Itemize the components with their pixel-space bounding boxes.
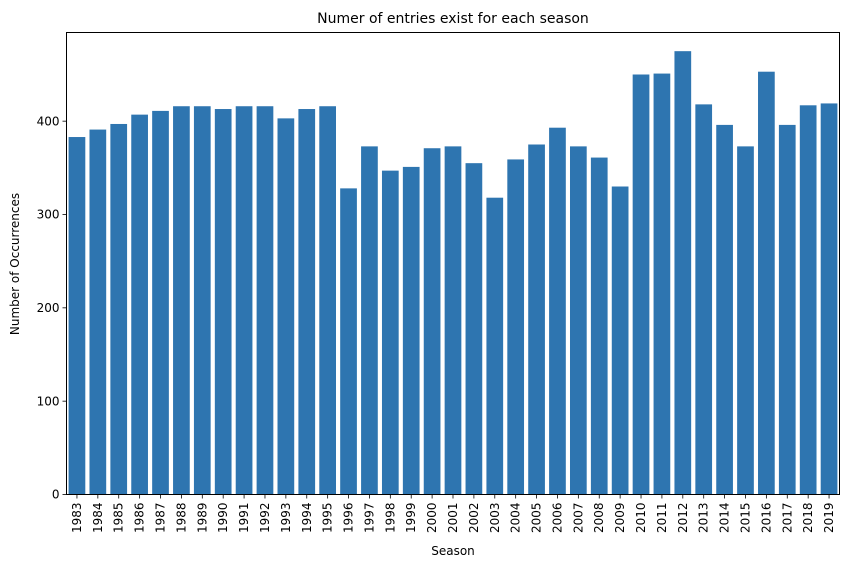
bar-2011 xyxy=(653,73,671,495)
x-tick-label: 2002 xyxy=(467,503,481,534)
x-tick-label: 2003 xyxy=(488,503,502,534)
x-tick-label: 1987 xyxy=(154,503,168,534)
x-tick-label: 1992 xyxy=(258,503,272,534)
x-tick-label: 1983 xyxy=(70,503,84,534)
x-tick-label: 1991 xyxy=(237,503,251,534)
bar-2018 xyxy=(799,105,817,495)
x-tick-label: 2012 xyxy=(676,503,690,534)
plot-frame xyxy=(66,32,840,495)
x-tick-label: 1985 xyxy=(112,503,126,534)
x-tick-label: 1995 xyxy=(321,503,335,534)
x-tick-label: 1998 xyxy=(383,503,397,534)
x-tick-label: 2006 xyxy=(550,503,564,534)
bar-2014 xyxy=(716,124,733,495)
x-tick-label: 2016 xyxy=(759,503,773,534)
bar-2005 xyxy=(528,144,545,495)
bar-1984 xyxy=(89,129,107,495)
x-tick-label: 2008 xyxy=(592,503,606,534)
x-tick-label: 2013 xyxy=(697,503,711,534)
x-tick-label: 2017 xyxy=(780,503,794,534)
x-tick-label: 2018 xyxy=(801,503,815,534)
bar-2009 xyxy=(611,186,629,495)
x-tick-label: 1990 xyxy=(216,503,230,534)
bar-2019 xyxy=(820,103,838,495)
x-ticks-group: 1983 1984 1985 1986 1987 1988 1989 1990 1991 1992… xyxy=(70,494,836,534)
bar-2010 xyxy=(632,74,650,495)
y-tick-label: 300 xyxy=(37,208,60,222)
bar-1992 xyxy=(256,106,274,495)
bar-1988 xyxy=(173,106,190,495)
bar-1995 xyxy=(319,106,336,495)
bar-1985 xyxy=(110,123,128,495)
bar-1999 xyxy=(402,166,420,495)
bar-2016 xyxy=(758,71,775,495)
bar-2017 xyxy=(778,124,796,495)
bar-1993 xyxy=(277,118,295,495)
x-tick-label: 1986 xyxy=(133,503,147,534)
x-tick-label: 2001 xyxy=(446,503,460,534)
bar-2007 xyxy=(569,146,587,495)
bar-1994 xyxy=(298,109,316,495)
bar-1990 xyxy=(214,109,232,495)
bar-2015 xyxy=(737,146,754,495)
x-tick-label: 2005 xyxy=(530,503,544,534)
y-tick-label: 200 xyxy=(37,301,60,315)
bar-2001 xyxy=(444,146,462,495)
y-tick-label: 400 xyxy=(37,114,60,128)
bar-2013 xyxy=(695,104,713,495)
x-tick-label: 2010 xyxy=(634,503,648,534)
x-tick-label: 1996 xyxy=(342,503,356,534)
bars-group xyxy=(68,51,838,495)
x-axis-label: Season xyxy=(431,544,475,558)
x-tick-label: 2011 xyxy=(655,503,669,534)
bar-1987 xyxy=(152,110,169,495)
bar-1998 xyxy=(381,170,399,495)
x-tick-label: 1993 xyxy=(279,503,293,534)
bar-2002 xyxy=(465,163,483,495)
x-tick-label: 2004 xyxy=(509,503,523,534)
y-ticks-group: 0 100 200 300 400 xyxy=(37,114,67,502)
x-tick-label: 1999 xyxy=(404,503,418,534)
bar-2006 xyxy=(549,127,566,495)
x-tick-label: 1984 xyxy=(91,503,105,534)
bar-1991 xyxy=(235,106,253,495)
bar-2012 xyxy=(674,51,692,495)
x-tick-label: 2009 xyxy=(613,503,627,534)
x-tick-label: 1989 xyxy=(195,503,209,534)
bar-2000 xyxy=(423,148,441,495)
y-tick-label: 0 xyxy=(52,488,60,502)
x-tick-label: 2019 xyxy=(822,503,836,534)
bar-2003 xyxy=(486,197,504,495)
x-tick-label: 2015 xyxy=(738,503,752,534)
bar-1997 xyxy=(361,146,378,495)
x-tick-label: 2014 xyxy=(718,503,732,534)
bar-1989 xyxy=(193,106,211,495)
bar-2008 xyxy=(590,157,608,495)
chart-title: Numer of entries exist for each season xyxy=(317,11,589,27)
bar-1986 xyxy=(131,114,148,495)
x-tick-label: 1994 xyxy=(300,503,314,534)
bar-1996 xyxy=(340,188,357,495)
x-tick-label: 1988 xyxy=(174,503,188,534)
x-tick-label: 2007 xyxy=(571,503,585,534)
x-tick-label: 1997 xyxy=(362,503,376,534)
bar-1983 xyxy=(68,137,86,495)
x-tick-label: 2000 xyxy=(425,503,439,534)
y-axis-label: Number of Occurrences xyxy=(8,193,22,335)
bar-2004 xyxy=(507,159,525,495)
y-tick-label: 100 xyxy=(37,394,60,408)
